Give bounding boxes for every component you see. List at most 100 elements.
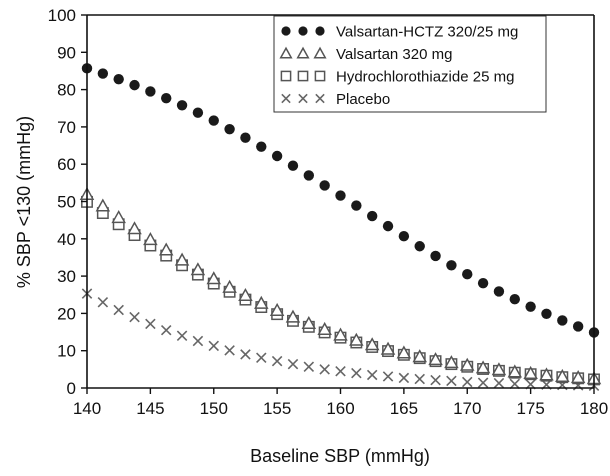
data-point — [145, 86, 156, 97]
data-point — [303, 170, 315, 181]
data-point — [477, 277, 489, 289]
legend-marker — [314, 70, 326, 82]
y-tick-label: 30 — [57, 267, 76, 286]
y-tick-label: 90 — [57, 43, 76, 62]
legend-label: Valsartan 320 mg — [336, 46, 452, 63]
data-point — [222, 279, 237, 293]
data-point — [430, 374, 441, 386]
data-point — [459, 357, 475, 371]
data-point — [491, 362, 507, 376]
data-point — [446, 260, 457, 271]
data-point — [477, 377, 489, 389]
legend-marker — [296, 46, 310, 59]
data-point — [190, 262, 206, 276]
data-point — [382, 220, 394, 232]
data-point — [507, 364, 523, 378]
x-tick-label: 165 — [390, 399, 418, 418]
data-point — [509, 378, 521, 390]
data-point — [555, 368, 570, 382]
x-tick-label: 155 — [263, 399, 291, 418]
data-point — [287, 358, 299, 370]
data-point — [303, 361, 315, 372]
data-point — [111, 210, 126, 224]
data-point — [335, 365, 346, 377]
data-point — [271, 150, 283, 162]
data-point — [414, 373, 425, 385]
data-point — [493, 286, 505, 297]
legend-item: Placebo — [281, 91, 390, 108]
data-point — [462, 376, 473, 388]
data-point — [113, 304, 124, 316]
data-point — [127, 221, 142, 235]
x-tick-label: 160 — [326, 399, 354, 418]
x-tick-label: 175 — [516, 399, 544, 418]
y-tick-label: 0 — [67, 379, 76, 398]
data-point — [398, 230, 410, 242]
y-tick-label: 20 — [57, 304, 76, 323]
data-point — [143, 232, 158, 246]
y-axis-title: % SBP <130 (mmHg) — [14, 116, 34, 288]
legend-marker — [281, 26, 291, 36]
data-point — [254, 295, 269, 309]
legend-marker — [297, 70, 309, 82]
data-point — [509, 294, 520, 305]
data-point — [192, 107, 204, 118]
legend-marker — [279, 46, 293, 59]
data-point — [319, 180, 330, 191]
data-point — [129, 79, 140, 91]
x-tick-label: 140 — [73, 399, 101, 418]
data-point — [224, 123, 235, 135]
data-point — [398, 372, 410, 384]
data-point — [364, 337, 380, 351]
data-point — [161, 92, 172, 104]
data-point — [557, 315, 568, 326]
legend: Valsartan-HCTZ 320/25 mg Valsartan 320 mg… — [273, 15, 547, 113]
data-point — [335, 190, 346, 201]
data-point — [541, 308, 552, 319]
data-point — [380, 341, 396, 355]
legend-item: Valsartan 320 mg — [279, 46, 452, 63]
data-point — [176, 100, 188, 111]
data-point — [428, 352, 443, 366]
legend-item: Valsartan-HCTZ 320/25 mg — [281, 24, 518, 41]
legend-marker — [315, 93, 325, 104]
data-point — [572, 321, 584, 332]
data-point — [430, 250, 441, 262]
data-point — [97, 68, 109, 79]
x-tick-label: 150 — [200, 399, 228, 418]
legend-item: Hydrochlorothiazide 25 mg — [280, 69, 514, 86]
series-open-square — [81, 195, 600, 386]
data-point — [160, 324, 172, 336]
data-point — [301, 315, 317, 330]
data-point — [208, 115, 219, 126]
data-point — [351, 367, 362, 379]
x-ticks: 140 145 150 155 160 165 170 175 180 — [73, 388, 608, 418]
data-point — [176, 330, 188, 342]
legend-marker — [298, 93, 308, 104]
data-point — [97, 296, 109, 308]
x-axis-title: Baseline SBP (mmHg) — [250, 446, 430, 466]
data-point — [285, 309, 301, 323]
data-point — [113, 73, 124, 85]
legend-marker — [315, 26, 325, 36]
data-point — [523, 365, 538, 379]
series-open-triangle — [79, 186, 602, 385]
data-point — [240, 349, 251, 360]
data-point — [269, 302, 285, 316]
series-filled-circle — [81, 63, 600, 338]
data-point — [382, 371, 394, 382]
data-point — [256, 141, 267, 152]
x-tick-label: 170 — [453, 399, 481, 418]
data-point — [129, 311, 140, 323]
y-tick-label: 50 — [57, 193, 76, 212]
data-point — [444, 355, 459, 369]
legend-marker — [313, 46, 327, 59]
data-point — [158, 242, 174, 256]
x-tick-label: 145 — [136, 399, 164, 418]
data-point — [475, 360, 491, 374]
data-point — [240, 132, 251, 143]
data-point — [366, 210, 378, 222]
data-point — [414, 241, 425, 252]
data-point — [525, 301, 536, 312]
